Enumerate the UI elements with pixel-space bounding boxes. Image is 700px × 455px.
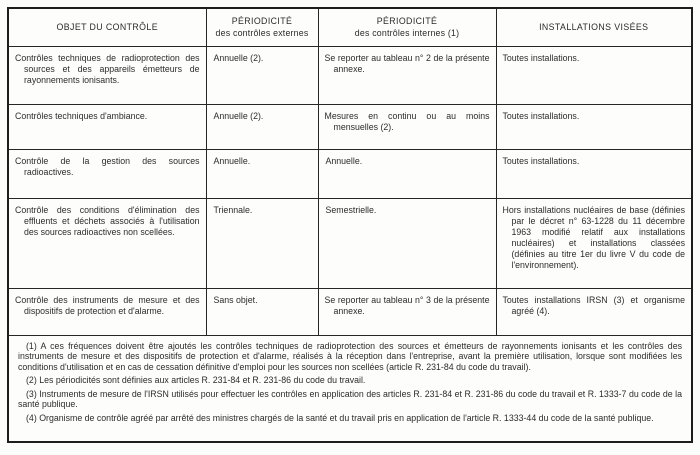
cell-text: Se reporter au tableau n° 3 de la présen…	[324, 294, 490, 316]
cell-text: Toutes installations IRSN (3) et organis…	[502, 294, 686, 316]
cell-text: Hors installations nucléaires de base (d…	[502, 204, 686, 270]
table-row: Contrôle de la gestion des sources radio…	[9, 148, 691, 199]
cell-text: Toutes installations.	[502, 110, 580, 121]
cell-r1-objet: Contrôles techniques de radioprotection …	[9, 45, 207, 105]
cell-r4-installations: Hors installations nucléaires de base (d…	[495, 197, 691, 289]
header-title: OBJET DU CONTRÔLE	[56, 22, 158, 33]
cell-text: Sans objet.	[213, 294, 258, 305]
cell-r5-installations: Toutes installations IRSN (3) et organis…	[495, 287, 691, 336]
cell-text: Toutes installations.	[502, 52, 580, 63]
cell-r4-periodicite-interne: Semestrielle.	[317, 197, 497, 289]
header-title: PÉRIODICITÉ	[231, 16, 293, 27]
table-header-row: OBJET DU CONTRÔLE PÉRIODICITÉ des contrô…	[9, 9, 691, 47]
cell-r4-periodicite-externe: Triennale.	[205, 197, 319, 289]
cell-r2-objet: Contrôles techniques d'ambiance.	[9, 103, 207, 150]
cell-text: Annuelle.	[213, 155, 251, 166]
header-title: PÉRIODICITÉ	[376, 16, 438, 27]
cell-text: Mesures en continu ou au moins mensuelle…	[324, 110, 490, 132]
cell-text: Contrôle des instruments de mesure et de…	[15, 294, 200, 316]
header-periodicite-interne: PÉRIODICITÉ des contrôles internes (1)	[317, 9, 497, 47]
cell-r3-installations: Toutes installations.	[495, 148, 691, 199]
cell-text: Contrôles techniques de radioprotection …	[15, 52, 200, 85]
cell-r1-periodicite-externe: Annuelle (2).	[205, 45, 319, 105]
footnote-1: (1) A ces fréquences doivent être ajouté…	[18, 340, 682, 373]
cell-text: Contrôle de la gestion des sources radio…	[15, 155, 200, 177]
cell-text: Semestrielle.	[325, 204, 377, 215]
cell-r1-installations: Toutes installations.	[495, 45, 691, 105]
cell-r4-objet: Contrôle des conditions d'élimination de…	[9, 197, 207, 289]
header-periodicite-externe: PÉRIODICITÉ des contrôles externes	[205, 9, 319, 47]
footnote-3: (3) Instruments de mesure de l'IRSN util…	[18, 388, 682, 410]
regulatory-table-frame: OBJET DU CONTRÔLE PÉRIODICITÉ des contrô…	[7, 7, 693, 443]
cell-r3-objet: Contrôle de la gestion des sources radio…	[9, 148, 207, 199]
footnote-4: (4) Organisme de contrôle agréé par arrê…	[26, 412, 654, 423]
cell-r5-periodicite-interne: Se reporter au tableau n° 3 de la présen…	[317, 287, 497, 336]
cell-r2-installations: Toutes installations.	[495, 103, 691, 150]
header-subtitle: des contrôles internes (1)	[354, 28, 460, 39]
header-subtitle: des contrôles externes	[215, 28, 309, 39]
cell-r5-periodicite-externe: Sans objet.	[205, 287, 319, 336]
header-objet-du-controle: OBJET DU CONTRÔLE	[9, 9, 207, 47]
cell-text: Contrôles techniques d'ambiance.	[15, 110, 148, 121]
cell-r2-periodicite-interne: Mesures en continu ou au moins mensuelle…	[317, 103, 497, 150]
cell-r2-periodicite-externe: Annuelle (2).	[205, 103, 319, 150]
cell-text: Triennale.	[213, 204, 253, 215]
controls-periodicity-table: OBJET DU CONTRÔLE PÉRIODICITÉ des contrô…	[9, 9, 691, 336]
footnotes-section: (1) A ces fréquences doivent être ajouté…	[9, 336, 691, 442]
cell-r3-periodicite-externe: Annuelle.	[205, 148, 319, 199]
cell-text: Annuelle (2).	[213, 52, 264, 63]
table-row: Contrôles techniques d'ambiance. Annuell…	[9, 103, 691, 150]
table-row: Contrôle des conditions d'élimination de…	[9, 197, 691, 289]
cell-r5-objet: Contrôle des instruments de mesure et de…	[9, 287, 207, 336]
cell-r3-periodicite-interne: Annuelle.	[317, 148, 497, 199]
cell-text: Contrôle des conditions d'élimination de…	[15, 204, 200, 237]
cell-r1-periodicite-interne: Se reporter au tableau n° 2 de la présen…	[317, 45, 497, 105]
table-row: Contrôles techniques de radioprotection …	[9, 45, 691, 105]
cell-text: Annuelle.	[325, 155, 363, 166]
header-installations-visees: INSTALLATIONS VISÉES	[495, 9, 691, 47]
table-row: Contrôle des instruments de mesure et de…	[9, 287, 691, 336]
footnote-2: (2) Les périodicités sont définies aux a…	[26, 375, 366, 386]
cell-text: Toutes installations.	[502, 155, 580, 166]
cell-text: Se reporter au tableau n° 2 de la présen…	[324, 52, 490, 74]
cell-text: Annuelle (2).	[213, 110, 264, 121]
header-title: INSTALLATIONS VISÉES	[539, 22, 649, 33]
